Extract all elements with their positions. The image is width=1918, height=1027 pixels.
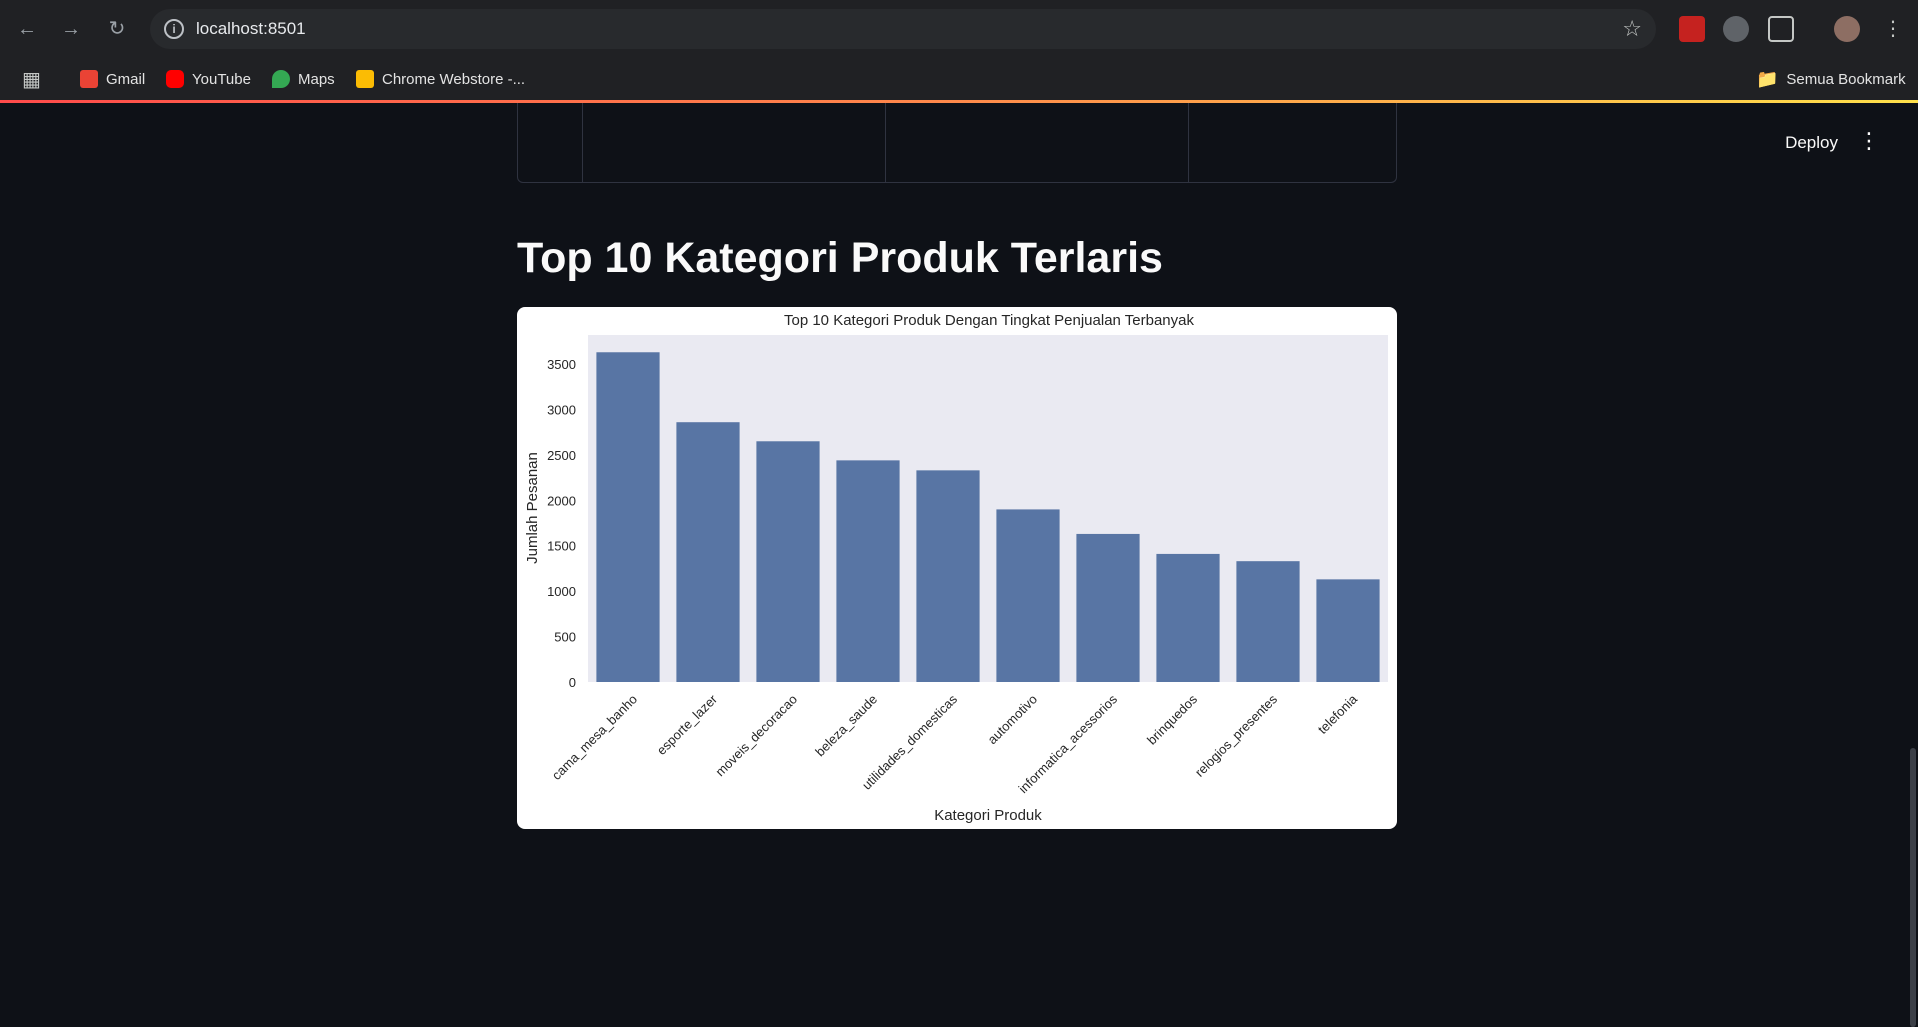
folder-icon: 📁 <box>1756 68 1779 89</box>
address-bar[interactable]: i localhost:8501 ☆ <box>150 9 1656 49</box>
bar <box>1316 579 1380 682</box>
app-menu-icon[interactable]: ⋮ <box>1858 128 1880 153</box>
bookmark-webstore[interactable]: Chrome Webstore -... <box>356 67 525 91</box>
bar-chart: Top 10 Kategori Produk Dengan Tingkat Pe… <box>524 312 1388 824</box>
bar <box>756 441 820 682</box>
bookmark-label: Chrome Webstore -... <box>382 70 526 88</box>
y-tick-label: 500 <box>554 630 576 645</box>
y-tick-label: 2000 <box>547 493 576 508</box>
extensions-icon[interactable] <box>1768 16 1794 42</box>
apps-grid-icon[interactable]: ▦ <box>22 68 41 91</box>
bar <box>916 470 980 682</box>
bookmark-star-icon[interactable]: ☆ <box>1622 16 1642 41</box>
all-bookmarks-label: Semua Bookmark <box>1786 70 1906 88</box>
bookmark-label: Gmail <box>106 70 146 88</box>
bar <box>676 422 740 682</box>
chart-title: Top 10 Kategori Produk Dengan Tingkat Pe… <box>784 312 1195 329</box>
bookmark-maps[interactable]: Maps <box>272 67 335 91</box>
x-tick-label: cama_mesa_banho <box>549 692 640 783</box>
maps-icon <box>272 70 290 88</box>
x-tick-label: moveis_decoracao <box>712 692 800 780</box>
bookmark-gmail[interactable]: Gmail <box>80 67 145 91</box>
y-tick-label: 3000 <box>547 402 576 417</box>
chart-card: Top 10 Kategori Produk Dengan Tingkat Pe… <box>517 307 1397 829</box>
app-header-decoration <box>0 100 1918 103</box>
pdf-extension-icon[interactable] <box>1679 16 1705 42</box>
x-tick-label: esporte_lazer <box>654 691 721 758</box>
y-tick-label: 1000 <box>547 584 576 599</box>
robot-extension-icon[interactable] <box>1723 16 1749 42</box>
site-info-icon[interactable]: i <box>164 19 184 39</box>
webstore-icon <box>356 70 374 88</box>
x-tick-label: beleza_saude <box>812 692 880 760</box>
bar <box>1156 553 1220 682</box>
page-scrollbar[interactable] <box>1910 748 1916 1027</box>
bar <box>1076 533 1140 682</box>
y-tick-label: 3500 <box>547 357 576 372</box>
browser-toolbar: ← → ↻ i localhost:8501 ☆ ⋮ <box>0 0 1918 58</box>
browser-menu-icon[interactable]: ⋮ <box>1883 18 1903 40</box>
bar <box>1236 561 1300 682</box>
forward-icon[interactable]: → <box>61 18 81 40</box>
x-tick-label: automotivo <box>985 692 1041 748</box>
bookmark-label: Maps <box>298 70 335 88</box>
x-tick-label: relogios_presentes <box>1192 691 1281 780</box>
all-bookmarks[interactable]: 📁 Semua Bookmark <box>1756 67 1906 91</box>
y-tick-label: 0 <box>569 675 576 690</box>
x-tick-label: brinquedos <box>1144 691 1200 747</box>
bookmark-label: YouTube <box>192 70 251 88</box>
back-icon[interactable]: ← <box>17 18 37 40</box>
url-text[interactable]: localhost:8501 <box>196 19 306 38</box>
y-tick-label: 1500 <box>547 539 576 554</box>
bar <box>836 460 900 682</box>
bar <box>596 352 660 682</box>
youtube-icon <box>166 70 184 88</box>
reload-icon[interactable]: ↻ <box>108 18 126 40</box>
gmail-icon <box>80 70 98 88</box>
deploy-button[interactable]: Deploy <box>1785 133 1838 152</box>
x-axis-label: Kategori Produk <box>934 807 1042 824</box>
page-title: Top 10 Kategori Produk Terlaris <box>517 234 1163 282</box>
avatar[interactable] <box>1834 16 1860 42</box>
bar <box>996 509 1060 682</box>
y-tick-label: 2500 <box>547 448 576 463</box>
y-axis-label: Jumlah Pesanan <box>524 452 541 564</box>
bookmark-youtube[interactable]: YouTube <box>166 67 251 91</box>
streamlit-app: Deploy ⋮ Top 10 Kategori Produk Terlaris… <box>0 103 1918 1027</box>
x-tick-label: telefonia <box>1315 691 1361 737</box>
dataframe-bottom <box>517 103 1397 183</box>
bookmarks-bar: ▦ Gmail YouTube Maps Chrome Webstore -..… <box>0 58 1918 100</box>
